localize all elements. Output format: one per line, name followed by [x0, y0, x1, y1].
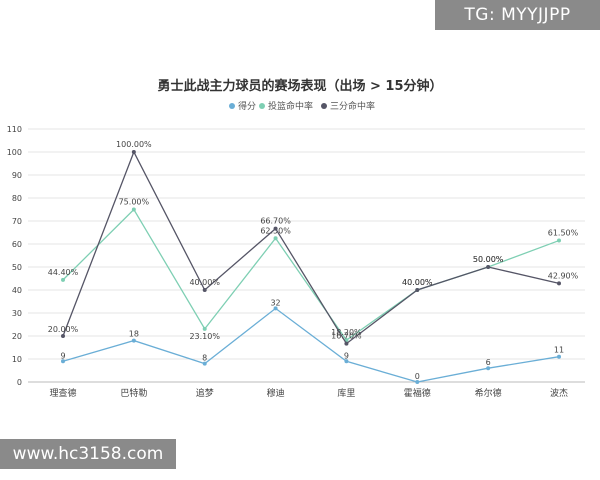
y-tick-label: 70	[12, 217, 22, 226]
y-axis: 0 10 20 30 40 50 60 70 80 90 100 110	[7, 125, 22, 387]
data-label: 0	[415, 372, 420, 381]
data-label: 44.40%	[48, 268, 79, 277]
y-tick-label: 0	[17, 378, 22, 387]
y-tick-label: 100	[7, 148, 22, 157]
x-axis: 理查德 巴特勒 追梦 穆迪 库里 霍福德 希尔德 波杰	[49, 387, 568, 399]
data-point	[415, 380, 420, 384]
data-label: 23.10%	[189, 332, 220, 341]
series-layer: 9 18 8 32 9 0 6 11 44.40% 75.00% 23.10% 62.50% 18.20…	[48, 140, 579, 384]
data-label: 9	[344, 351, 349, 360]
data-point	[557, 238, 561, 243]
data-label: 62.50%	[260, 226, 291, 235]
data-point	[273, 306, 278, 311]
y-tick-label: 60	[12, 240, 22, 249]
data-point	[344, 341, 349, 346]
x-tick-label: 希尔德	[475, 387, 502, 399]
series-line	[62, 208, 560, 342]
data-point	[61, 359, 65, 364]
x-tick-label: 霍福德	[404, 387, 431, 399]
data-point	[344, 359, 349, 364]
watermark-top: TG: MYYJJPP	[435, 0, 600, 30]
data-point	[557, 354, 561, 359]
data-label: 40.00%	[402, 278, 433, 287]
y-tick-label: 50	[12, 263, 22, 272]
data-point	[131, 207, 136, 212]
data-label: 61.50%	[548, 229, 579, 238]
data-label: 40.00%	[189, 278, 220, 287]
legend-marker	[229, 103, 235, 109]
data-point	[202, 326, 207, 331]
legend-label: 投篮命中率	[268, 100, 313, 112]
data-label: 42.90%	[548, 271, 579, 280]
x-tick-label: 巴特勒	[120, 387, 147, 399]
data-point	[131, 338, 136, 343]
data-point	[61, 277, 65, 282]
data-point	[273, 226, 278, 231]
data-point	[202, 361, 207, 366]
legend: 得分 投篮命中率 三分命中率	[229, 100, 375, 112]
series-line	[62, 307, 560, 383]
y-tick-label: 30	[12, 309, 22, 318]
data-point	[61, 334, 65, 338]
data-label: 16.70%	[331, 332, 362, 341]
data-label: 18	[129, 330, 139, 339]
data-point	[131, 150, 136, 154]
y-tick-label: 90	[12, 171, 22, 180]
data-label: 50.00%	[473, 255, 504, 264]
data-label: 75.00%	[119, 198, 150, 207]
data-label: 8	[202, 354, 207, 363]
data-label: 20.00%	[48, 325, 79, 334]
chart-title: 勇士此战主力球员的赛场表现（出场 > 15分钟）	[157, 78, 442, 94]
data-label: 6	[486, 358, 491, 367]
data-point	[486, 265, 491, 269]
data-label: 100.00%	[116, 140, 152, 149]
data-label: 66.70%	[260, 217, 291, 226]
x-tick-label: 追梦	[196, 387, 214, 399]
legend-marker	[259, 103, 265, 109]
data-label: 40.00%	[402, 278, 433, 287]
watermark-bottom: www.hc3158.com	[0, 439, 176, 469]
data-point	[202, 288, 207, 292]
legend-marker	[321, 103, 327, 109]
data-label: 18.20%	[331, 328, 362, 337]
legend-label: 三分命中率	[330, 100, 375, 112]
y-tick-label: 80	[12, 194, 22, 203]
y-tick-label: 110	[7, 125, 22, 134]
data-label: 9	[60, 351, 65, 360]
x-tick-label: 波杰	[550, 387, 568, 399]
data-point	[415, 288, 420, 292]
grid	[28, 128, 585, 383]
data-point	[273, 236, 278, 241]
x-tick-label: 理查德	[49, 387, 76, 399]
data-label: 32	[270, 298, 280, 307]
data-point	[486, 366, 491, 371]
x-tick-label: 穆迪	[267, 387, 285, 399]
data-label: 11	[554, 346, 564, 355]
x-tick-label: 库里	[337, 387, 355, 399]
data-point	[557, 281, 561, 286]
data-label: 50.00%	[473, 255, 504, 264]
y-tick-label: 20	[12, 332, 22, 341]
y-tick-label: 10	[12, 355, 22, 364]
y-tick-label: 40	[12, 286, 22, 295]
series-line	[62, 150, 560, 345]
legend-label: 得分	[238, 100, 256, 112]
